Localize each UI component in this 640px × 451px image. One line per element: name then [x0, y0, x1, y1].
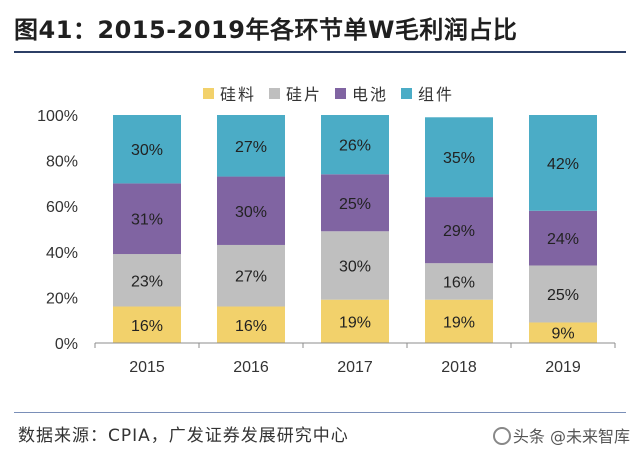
title-divider [14, 51, 626, 53]
data-label: 27% [235, 269, 267, 286]
chart-title: 图41：2015-2019年各环节单W毛利润占比 [14, 16, 518, 44]
bar-segment [425, 117, 493, 198]
chart-legend: 硅料 硅片 电池 组件 [0, 82, 640, 104]
footer-divider [14, 412, 626, 413]
data-label: 23% [131, 273, 163, 290]
data-label: 25% [547, 287, 579, 304]
y-tick-label: 80% [46, 154, 78, 171]
bar-segment [217, 306, 285, 343]
bar-segment [113, 254, 181, 307]
bar-segment [529, 322, 597, 343]
watermark-logo-icon [492, 427, 511, 445]
bar-segment [529, 115, 597, 211]
data-label: 19% [443, 314, 475, 331]
bar-segment [425, 299, 493, 343]
bar-segment [529, 210, 597, 266]
legend-item-silicon-material: 硅料 [203, 82, 256, 104]
watermark: 头条 @未来智库 [492, 423, 630, 447]
y-tick-label: 40% [46, 245, 78, 262]
data-label: 35% [443, 150, 475, 167]
data-label: 25% [339, 196, 371, 213]
bar-segment [217, 176, 285, 245]
bar-segment [321, 231, 389, 300]
x-tick-label: 2016 [233, 359, 269, 376]
legend-swatch [269, 87, 280, 99]
bar-segment [425, 197, 493, 264]
y-tick-label: 0% [55, 336, 78, 353]
bar-segment [321, 174, 389, 232]
data-label: 30% [131, 142, 163, 159]
legend-swatch [203, 87, 214, 99]
legend-swatch [335, 87, 346, 99]
bar-segment [321, 299, 389, 343]
legend-swatch [401, 87, 412, 99]
data-label: 19% [339, 314, 371, 331]
data-label: 24% [547, 231, 579, 248]
data-label: 16% [235, 318, 267, 335]
bar-segment [217, 115, 285, 177]
watermark-text: 头条 @未来智库 [512, 427, 630, 446]
legend-item-module: 组件 [401, 82, 454, 104]
legend-label: 电池 [352, 85, 389, 104]
y-tick-label: 100% [37, 108, 78, 125]
legend-label: 硅片 [286, 85, 323, 104]
legend-label: 组件 [418, 85, 455, 104]
data-label: 16% [131, 318, 163, 335]
data-label: 30% [339, 258, 371, 275]
data-label: 42% [547, 156, 579, 173]
bar-segment [217, 244, 285, 307]
x-tick-label: 2017 [337, 359, 373, 376]
x-tick-label: 2019 [545, 359, 581, 376]
bar-segment [425, 263, 493, 300]
y-tick-label: 20% [46, 290, 78, 307]
data-label: 9% [551, 326, 574, 343]
x-tick-label: 2018 [441, 359, 477, 376]
legend-label: 硅料 [220, 85, 257, 104]
data-label: 31% [131, 212, 163, 229]
data-label: 30% [235, 204, 267, 221]
bar-segment [113, 306, 181, 343]
bar-segment [529, 265, 597, 323]
x-tick-label: 2015 [129, 359, 165, 376]
y-tick-label: 60% [46, 199, 78, 216]
legend-item-wafer: 硅片 [269, 82, 322, 104]
data-label: 27% [235, 139, 267, 156]
data-label: 26% [339, 138, 371, 155]
legend-item-cell: 电池 [335, 82, 388, 104]
data-label: 16% [443, 274, 475, 291]
source-note: 数据来源：CPIA，广发证券发展研究中心 [18, 426, 349, 446]
bar-segment [113, 183, 181, 255]
data-label: 29% [443, 223, 475, 240]
bar-segment [113, 115, 181, 184]
bar-segment [321, 115, 389, 175]
